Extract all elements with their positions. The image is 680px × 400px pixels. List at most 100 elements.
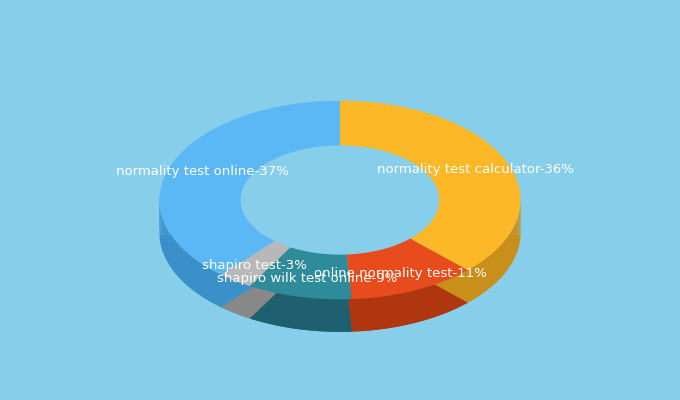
Polygon shape [305, 298, 307, 330]
Polygon shape [264, 290, 266, 323]
Polygon shape [350, 254, 352, 287]
Polygon shape [243, 213, 244, 247]
Polygon shape [410, 237, 413, 271]
Polygon shape [362, 253, 363, 286]
Polygon shape [355, 254, 356, 286]
Polygon shape [382, 296, 384, 329]
Polygon shape [385, 248, 386, 281]
Polygon shape [284, 294, 286, 327]
Polygon shape [425, 226, 427, 261]
Polygon shape [293, 296, 294, 329]
Polygon shape [333, 254, 334, 287]
Polygon shape [366, 252, 367, 285]
Polygon shape [300, 297, 302, 330]
Polygon shape [192, 256, 196, 292]
Polygon shape [303, 251, 304, 283]
Polygon shape [332, 299, 334, 332]
Polygon shape [335, 254, 336, 287]
Polygon shape [431, 285, 433, 318]
Polygon shape [296, 249, 297, 282]
Polygon shape [250, 247, 352, 299]
Polygon shape [429, 286, 431, 319]
Polygon shape [334, 299, 336, 332]
Polygon shape [299, 250, 300, 282]
Polygon shape [254, 227, 256, 262]
Polygon shape [254, 288, 256, 320]
Polygon shape [367, 252, 368, 285]
Polygon shape [468, 267, 473, 303]
Polygon shape [297, 249, 299, 282]
Polygon shape [358, 254, 360, 286]
Polygon shape [346, 299, 348, 332]
Polygon shape [326, 254, 328, 287]
Polygon shape [305, 251, 307, 284]
Polygon shape [326, 299, 328, 332]
Text: normality test online-37%: normality test online-37% [116, 165, 289, 178]
Polygon shape [252, 286, 253, 320]
Polygon shape [437, 283, 439, 316]
Polygon shape [316, 298, 318, 331]
Polygon shape [435, 284, 437, 317]
Polygon shape [401, 293, 403, 326]
Polygon shape [266, 236, 269, 270]
Polygon shape [380, 296, 382, 329]
Polygon shape [486, 255, 490, 291]
Polygon shape [517, 214, 519, 251]
Polygon shape [201, 263, 205, 298]
Polygon shape [250, 223, 252, 258]
Polygon shape [247, 219, 248, 254]
Polygon shape [433, 216, 435, 251]
Polygon shape [291, 248, 292, 280]
Polygon shape [396, 245, 397, 278]
Polygon shape [378, 297, 380, 330]
Polygon shape [519, 210, 520, 247]
Polygon shape [516, 218, 517, 255]
Polygon shape [302, 297, 303, 330]
Polygon shape [413, 236, 415, 270]
Polygon shape [386, 296, 389, 328]
Polygon shape [341, 299, 343, 332]
Polygon shape [319, 253, 320, 286]
Polygon shape [216, 272, 221, 307]
Polygon shape [309, 298, 311, 330]
Polygon shape [394, 245, 395, 278]
Polygon shape [352, 299, 354, 332]
Polygon shape [370, 252, 371, 284]
Polygon shape [296, 296, 298, 329]
Polygon shape [167, 227, 169, 264]
Polygon shape [477, 261, 482, 297]
Polygon shape [430, 220, 432, 255]
Polygon shape [373, 297, 376, 330]
Text: online normality test-11%: online normality test-11% [314, 267, 487, 280]
Polygon shape [323, 254, 324, 286]
Polygon shape [325, 299, 326, 332]
Polygon shape [318, 253, 319, 286]
Polygon shape [339, 299, 341, 332]
Polygon shape [447, 279, 449, 312]
Polygon shape [433, 284, 435, 318]
Polygon shape [196, 260, 201, 296]
Polygon shape [441, 282, 442, 315]
Polygon shape [380, 250, 381, 282]
Polygon shape [348, 299, 350, 332]
Polygon shape [444, 280, 446, 314]
Polygon shape [205, 266, 210, 302]
Polygon shape [286, 295, 288, 328]
Polygon shape [302, 250, 303, 283]
Polygon shape [343, 254, 345, 287]
Polygon shape [325, 254, 326, 286]
Polygon shape [173, 239, 177, 275]
Polygon shape [356, 254, 357, 286]
Polygon shape [184, 250, 188, 286]
Polygon shape [362, 298, 365, 331]
Polygon shape [388, 248, 389, 280]
Polygon shape [177, 242, 180, 278]
Polygon shape [291, 296, 293, 328]
Polygon shape [294, 249, 296, 281]
Polygon shape [374, 251, 375, 284]
Polygon shape [426, 287, 427, 320]
Polygon shape [354, 254, 355, 286]
Polygon shape [365, 298, 367, 331]
Polygon shape [274, 292, 276, 325]
Polygon shape [320, 299, 321, 331]
